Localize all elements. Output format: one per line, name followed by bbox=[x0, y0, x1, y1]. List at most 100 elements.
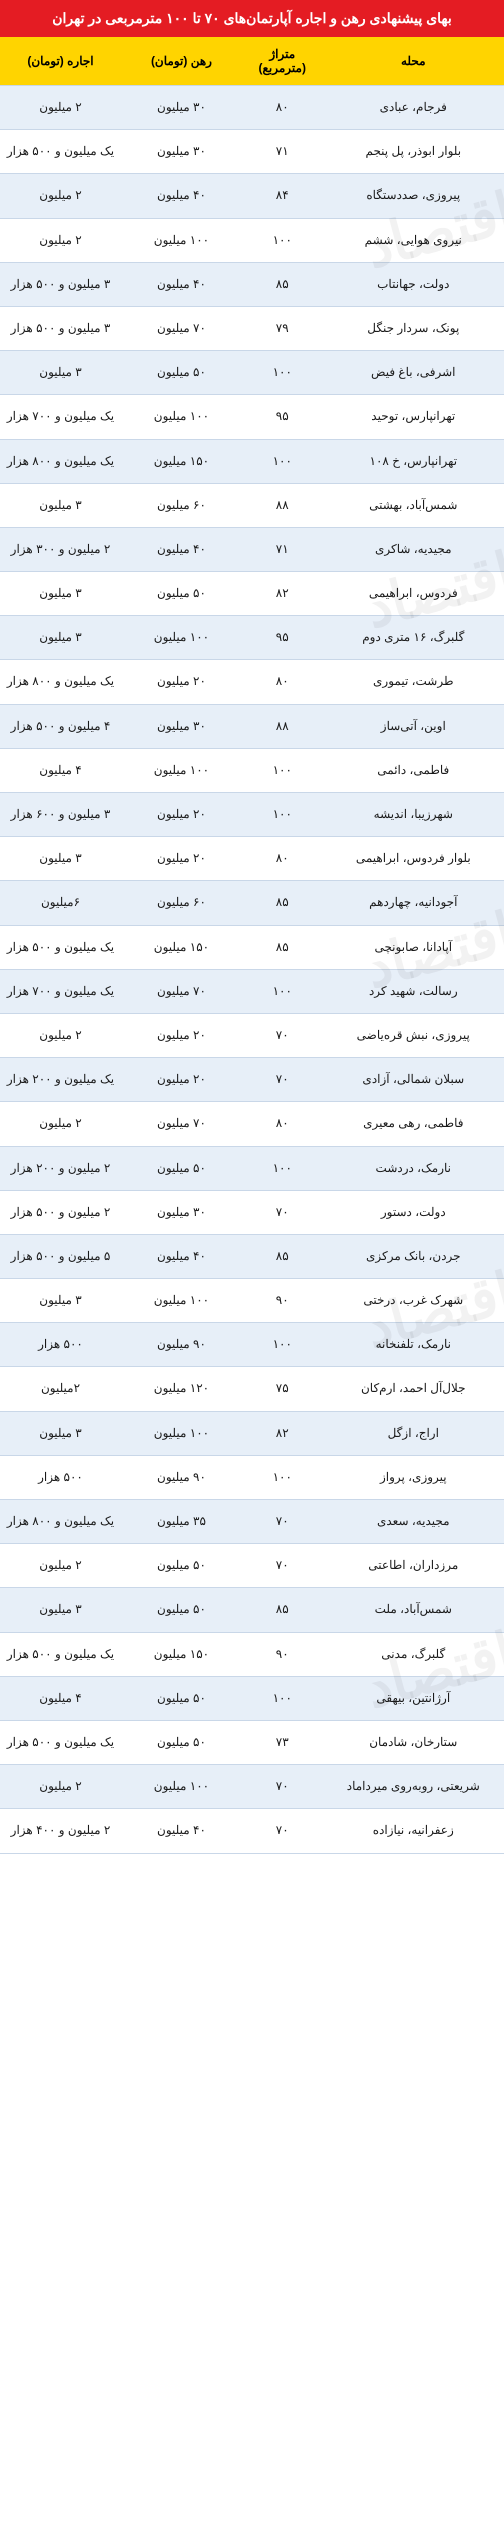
table-row: شهرک غرب، درختی۹۰۱۰۰ میلیون۳ میلیون bbox=[0, 1279, 504, 1323]
table-row: آجودانیه، چهاردهم۸۵۶۰ میلیون۶میلیون bbox=[0, 881, 504, 925]
cell-deposit: ۱۵۰ میلیون bbox=[121, 1632, 242, 1676]
cell-location: دولت، دستور bbox=[323, 1190, 504, 1234]
table-row: مجیدیه، سعدی۷۰۳۵ میلیونیک میلیون و ۸۰۰ ه… bbox=[0, 1500, 504, 1544]
cell-area: ۷۹ bbox=[242, 306, 323, 350]
cell-area: ۱۰۰ bbox=[242, 1455, 323, 1499]
col-header-deposit: رهن (تومان) bbox=[121, 37, 242, 86]
cell-deposit: ۴۰ میلیون bbox=[121, 527, 242, 571]
cell-area: ۷۰ bbox=[242, 1190, 323, 1234]
table-row: فاطمی، دائمی۱۰۰۱۰۰ میلیون۴ میلیون bbox=[0, 748, 504, 792]
cell-deposit: ۴۰ میلیون bbox=[121, 262, 242, 306]
cell-location: شمس‌آباد، بهشتی bbox=[323, 483, 504, 527]
table-row: فاطمی، رهی معیری۸۰۷۰ میلیون۲ میلیون bbox=[0, 1102, 504, 1146]
cell-deposit: ۱۰۰ میلیون bbox=[121, 1765, 242, 1809]
table-row: فردوس، ابراهیمی۸۲۵۰ میلیون۳ میلیون bbox=[0, 572, 504, 616]
cell-deposit: ۵۰ میلیون bbox=[121, 351, 242, 395]
cell-area: ۱۰۰ bbox=[242, 439, 323, 483]
table-row: جردن، بانک مرکزی۸۵۴۰ میلیون۵ میلیون و ۵۰… bbox=[0, 1234, 504, 1278]
table-row: رسالت، شهید کرد۱۰۰۷۰ میلیونیک میلیون و ۷… bbox=[0, 969, 504, 1013]
table-row: تهرانپارس، توحید۹۵۱۰۰ میلیونیک میلیون و … bbox=[0, 395, 504, 439]
cell-rent: ۳ میلیون bbox=[0, 616, 121, 660]
cell-deposit: ۵۰ میلیون bbox=[121, 1544, 242, 1588]
table-row: پیروزی، پرواز۱۰۰۹۰ میلیون۵۰۰ هزار bbox=[0, 1455, 504, 1499]
cell-rent: یک میلیون و ۲۰۰ هزار bbox=[0, 1058, 121, 1102]
table-row: پیروزی، نبش قره‌یاضی۷۰۲۰ میلیون۲ میلیون bbox=[0, 1013, 504, 1057]
cell-area: ۹۰ bbox=[242, 1279, 323, 1323]
cell-location: شهرزیبا، اندیشه bbox=[323, 793, 504, 837]
cell-location: گلبرگ، ۱۶ متری دوم bbox=[323, 616, 504, 660]
cell-deposit: ۳۰ میلیون bbox=[121, 130, 242, 174]
cell-rent: ۵۰۰ هزار bbox=[0, 1455, 121, 1499]
cell-rent: یک میلیون و ۵۰۰ هزار bbox=[0, 1720, 121, 1764]
table-title: بهای پیشنهادی رهن و اجاره آپارتمان‌های ۷… bbox=[0, 0, 504, 37]
cell-rent: ۲ میلیون bbox=[0, 1544, 121, 1588]
cell-area: ۷۰ bbox=[242, 1058, 323, 1102]
cell-deposit: ۱۰۰ میلیون bbox=[121, 395, 242, 439]
cell-deposit: ۵۰ میلیون bbox=[121, 572, 242, 616]
cell-location: جلال‌آل احمد، ارم‌کان bbox=[323, 1367, 504, 1411]
cell-rent: ۵ میلیون و ۵۰۰ هزار bbox=[0, 1234, 121, 1278]
cell-deposit: ۵۰ میلیون bbox=[121, 1676, 242, 1720]
table-row: شهرزیبا، اندیشه۱۰۰۲۰ میلیون۳ میلیون و ۶۰… bbox=[0, 793, 504, 837]
table-row: پونک، سردار جنگل۷۹۷۰ میلیون۳ میلیون و ۵۰… bbox=[0, 306, 504, 350]
cell-rent: ۳ میلیون و ۶۰۰ هزار bbox=[0, 793, 121, 837]
cell-rent: ۲ میلیون bbox=[0, 174, 121, 218]
cell-area: ۷۱ bbox=[242, 527, 323, 571]
cell-deposit: ۴۰ میلیون bbox=[121, 1809, 242, 1853]
col-header-rent: اجاره (تومان) bbox=[0, 37, 121, 86]
cell-area: ۸۵ bbox=[242, 925, 323, 969]
cell-rent: یک میلیون و ۸۰۰ هزار bbox=[0, 660, 121, 704]
cell-deposit: ۵۰ میلیون bbox=[121, 1720, 242, 1764]
cell-area: ۸۸ bbox=[242, 704, 323, 748]
cell-deposit: ۱۰۰ میلیون bbox=[121, 1279, 242, 1323]
cell-location: فردوس، ابراهیمی bbox=[323, 572, 504, 616]
cell-area: ۷۰ bbox=[242, 1013, 323, 1057]
table-row: دولت، دستور۷۰۳۰ میلیون۲ میلیون و ۵۰۰ هزا… bbox=[0, 1190, 504, 1234]
table-row: گلبرگ، مدنی۹۰۱۵۰ میلیونیک میلیون و ۵۰۰ ه… bbox=[0, 1632, 504, 1676]
cell-rent: ۳ میلیون bbox=[0, 1279, 121, 1323]
cell-deposit: ۹۰ میلیون bbox=[121, 1455, 242, 1499]
cell-rent: ۲ میلیون bbox=[0, 1013, 121, 1057]
cell-rent: ۴ میلیون bbox=[0, 748, 121, 792]
cell-area: ۷۵ bbox=[242, 1367, 323, 1411]
cell-area: ۱۰۰ bbox=[242, 1146, 323, 1190]
table-row: زعفرانیه، نیازاده۷۰۴۰ میلیون۲ میلیون و ۴… bbox=[0, 1809, 504, 1853]
cell-area: ۱۰۰ bbox=[242, 793, 323, 837]
table-row: طرشت، تیموری۸۰۲۰ میلیونیک میلیون و ۸۰۰ ه… bbox=[0, 660, 504, 704]
cell-rent: ۴ میلیون و ۵۰۰ هزار bbox=[0, 704, 121, 748]
cell-location: مجیدیه، سعدی bbox=[323, 1500, 504, 1544]
cell-deposit: ۹۰ میلیون bbox=[121, 1323, 242, 1367]
cell-deposit: ۴۰ میلیون bbox=[121, 174, 242, 218]
cell-rent: یک میلیون و ۵۰۰ هزار bbox=[0, 925, 121, 969]
cell-area: ۹۰ bbox=[242, 1632, 323, 1676]
cell-deposit: ۱۰۰ میلیون bbox=[121, 1411, 242, 1455]
table-row: اوین، آتی‌ساز۸۸۳۰ میلیون۴ میلیون و ۵۰۰ ه… bbox=[0, 704, 504, 748]
table-row: فرجام، عبادی۸۰۳۰ میلیون۲ میلیون bbox=[0, 86, 504, 130]
cell-area: ۷۰ bbox=[242, 1765, 323, 1809]
cell-location: نارمک، تلفنخانه bbox=[323, 1323, 504, 1367]
cell-deposit: ۲۰ میلیون bbox=[121, 1013, 242, 1057]
cell-area: ۸۰ bbox=[242, 1102, 323, 1146]
cell-deposit: ۳۰ میلیون bbox=[121, 704, 242, 748]
cell-deposit: ۷۰ میلیون bbox=[121, 306, 242, 350]
cell-location: پیروزی، پرواز bbox=[323, 1455, 504, 1499]
cell-rent: ۲ میلیون bbox=[0, 1765, 121, 1809]
table-row: شمس‌آباد، بهشتی۸۸۶۰ میلیون۳ میلیون bbox=[0, 483, 504, 527]
cell-area: ۹۵ bbox=[242, 395, 323, 439]
cell-rent: ۳ میلیون bbox=[0, 483, 121, 527]
cell-deposit: ۳۵ میلیون bbox=[121, 1500, 242, 1544]
cell-area: ۱۰۰ bbox=[242, 218, 323, 262]
cell-deposit: ۲۰ میلیون bbox=[121, 793, 242, 837]
cell-rent: ۶میلیون bbox=[0, 881, 121, 925]
cell-location: گلبرگ، مدنی bbox=[323, 1632, 504, 1676]
cell-area: ۷۰ bbox=[242, 1809, 323, 1853]
cell-deposit: ۲۰ میلیون bbox=[121, 837, 242, 881]
cell-area: ۸۰ bbox=[242, 660, 323, 704]
table-row: شمس‌آباد، ملت۸۵۵۰ میلیون۳ میلیون bbox=[0, 1588, 504, 1632]
cell-deposit: ۲۰ میلیون bbox=[121, 660, 242, 704]
cell-deposit: ۱۵۰ میلیون bbox=[121, 439, 242, 483]
cell-deposit: ۲۰ میلیون bbox=[121, 1058, 242, 1102]
cell-deposit: ۶۰ میلیون bbox=[121, 881, 242, 925]
cell-location: اراج، ازگل bbox=[323, 1411, 504, 1455]
table-row: شریعتی، روبه‌روی میرداماد۷۰۱۰۰ میلیون۲ م… bbox=[0, 1765, 504, 1809]
